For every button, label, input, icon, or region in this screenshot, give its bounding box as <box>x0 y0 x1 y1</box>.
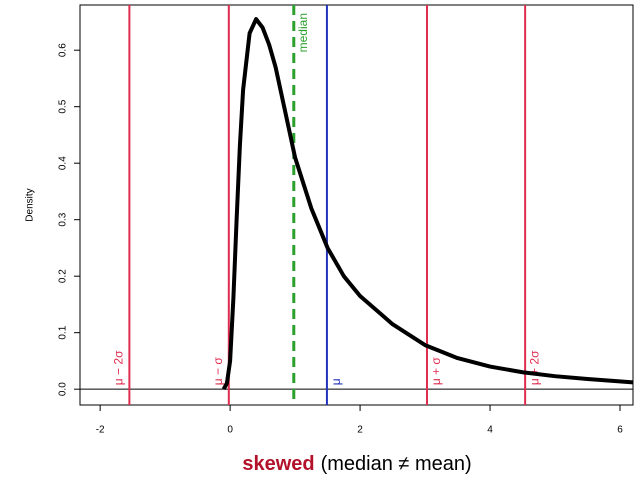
y-tick-label: 0.3 <box>58 212 69 226</box>
y-tick-label: 0.4 <box>58 156 69 170</box>
y-tick-label: 0.0 <box>58 382 69 396</box>
x-tick-label: 6 <box>617 425 623 436</box>
vertical-line-label: μ − σ <box>211 357 225 386</box>
title-highlight: skewed <box>242 453 314 475</box>
x-tick-label: 4 <box>487 425 493 436</box>
chart-title: skewed (median ≠ mean) <box>242 453 471 475</box>
vertical-line-label: μ + σ <box>429 357 443 386</box>
x-tick-label: -2 <box>96 425 105 436</box>
x-tick-label: 0 <box>227 425 233 436</box>
y-tick-label: 0.5 <box>58 99 69 113</box>
y-tick-label: 0.2 <box>58 269 69 283</box>
y-axis-label: Density <box>25 188 36 221</box>
vertical-line-label: μ <box>329 378 343 385</box>
y-tick-label: 0.6 <box>58 43 69 57</box>
x-tick-label: 2 <box>357 425 363 436</box>
plot-frame <box>79 4 634 406</box>
vertical-line-label: μ − 2σ <box>112 350 126 385</box>
title-rest: (median ≠ mean) <box>321 453 472 475</box>
vertical-line-label: μ + 2σ <box>527 350 541 385</box>
y-tick-label: 0.1 <box>58 325 69 339</box>
density-curve <box>221 17 634 391</box>
vertical-line-label: median <box>296 13 310 52</box>
